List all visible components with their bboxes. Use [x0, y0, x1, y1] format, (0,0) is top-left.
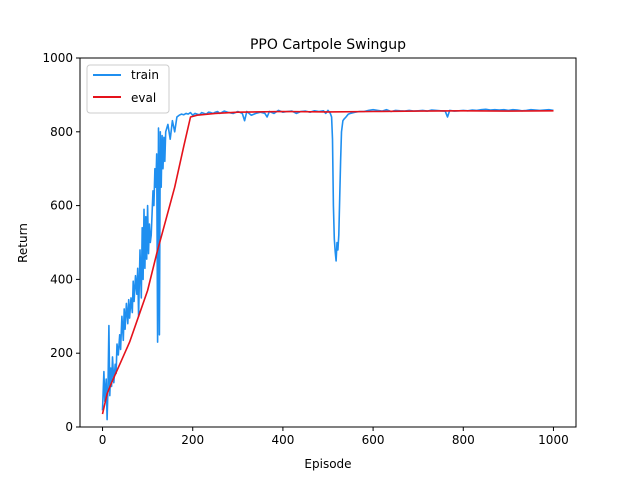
y-tick-label: 800 [50, 125, 73, 139]
y-tick-label: 1000 [42, 51, 73, 65]
x-tick-label: 200 [181, 433, 204, 447]
legend-eval-label: eval [131, 91, 156, 105]
plot-frame [79, 57, 577, 428]
y-tick-label: 200 [50, 346, 73, 360]
legend: train eval [86, 64, 170, 114]
x-tick-label: 1000 [538, 433, 569, 447]
y-tick-label: 0 [65, 420, 73, 434]
y-axis-label: Return [16, 223, 30, 263]
x-tick-label: 400 [271, 433, 294, 447]
y-tick-label: 600 [50, 199, 73, 213]
series-layer [101, 108, 554, 421]
x-tick-label: 600 [362, 433, 385, 447]
x-axis-label: Episode [304, 457, 351, 471]
y-axis-ticks: 0 200 400 600 800 1000 [42, 51, 80, 434]
plot-area [80, 58, 576, 427]
x-tick-label: 0 [99, 433, 107, 447]
legend-box [86, 64, 170, 114]
chart-title: PPO Cartpole Swingup [250, 37, 406, 53]
legend-train-label: train [131, 68, 159, 82]
x-axis-ticks: 0 200 400 600 800 1000 [99, 427, 569, 447]
series-line-eval [101, 110, 554, 415]
y-tick-label: 400 [50, 272, 73, 286]
x-tick-label: 800 [452, 433, 475, 447]
